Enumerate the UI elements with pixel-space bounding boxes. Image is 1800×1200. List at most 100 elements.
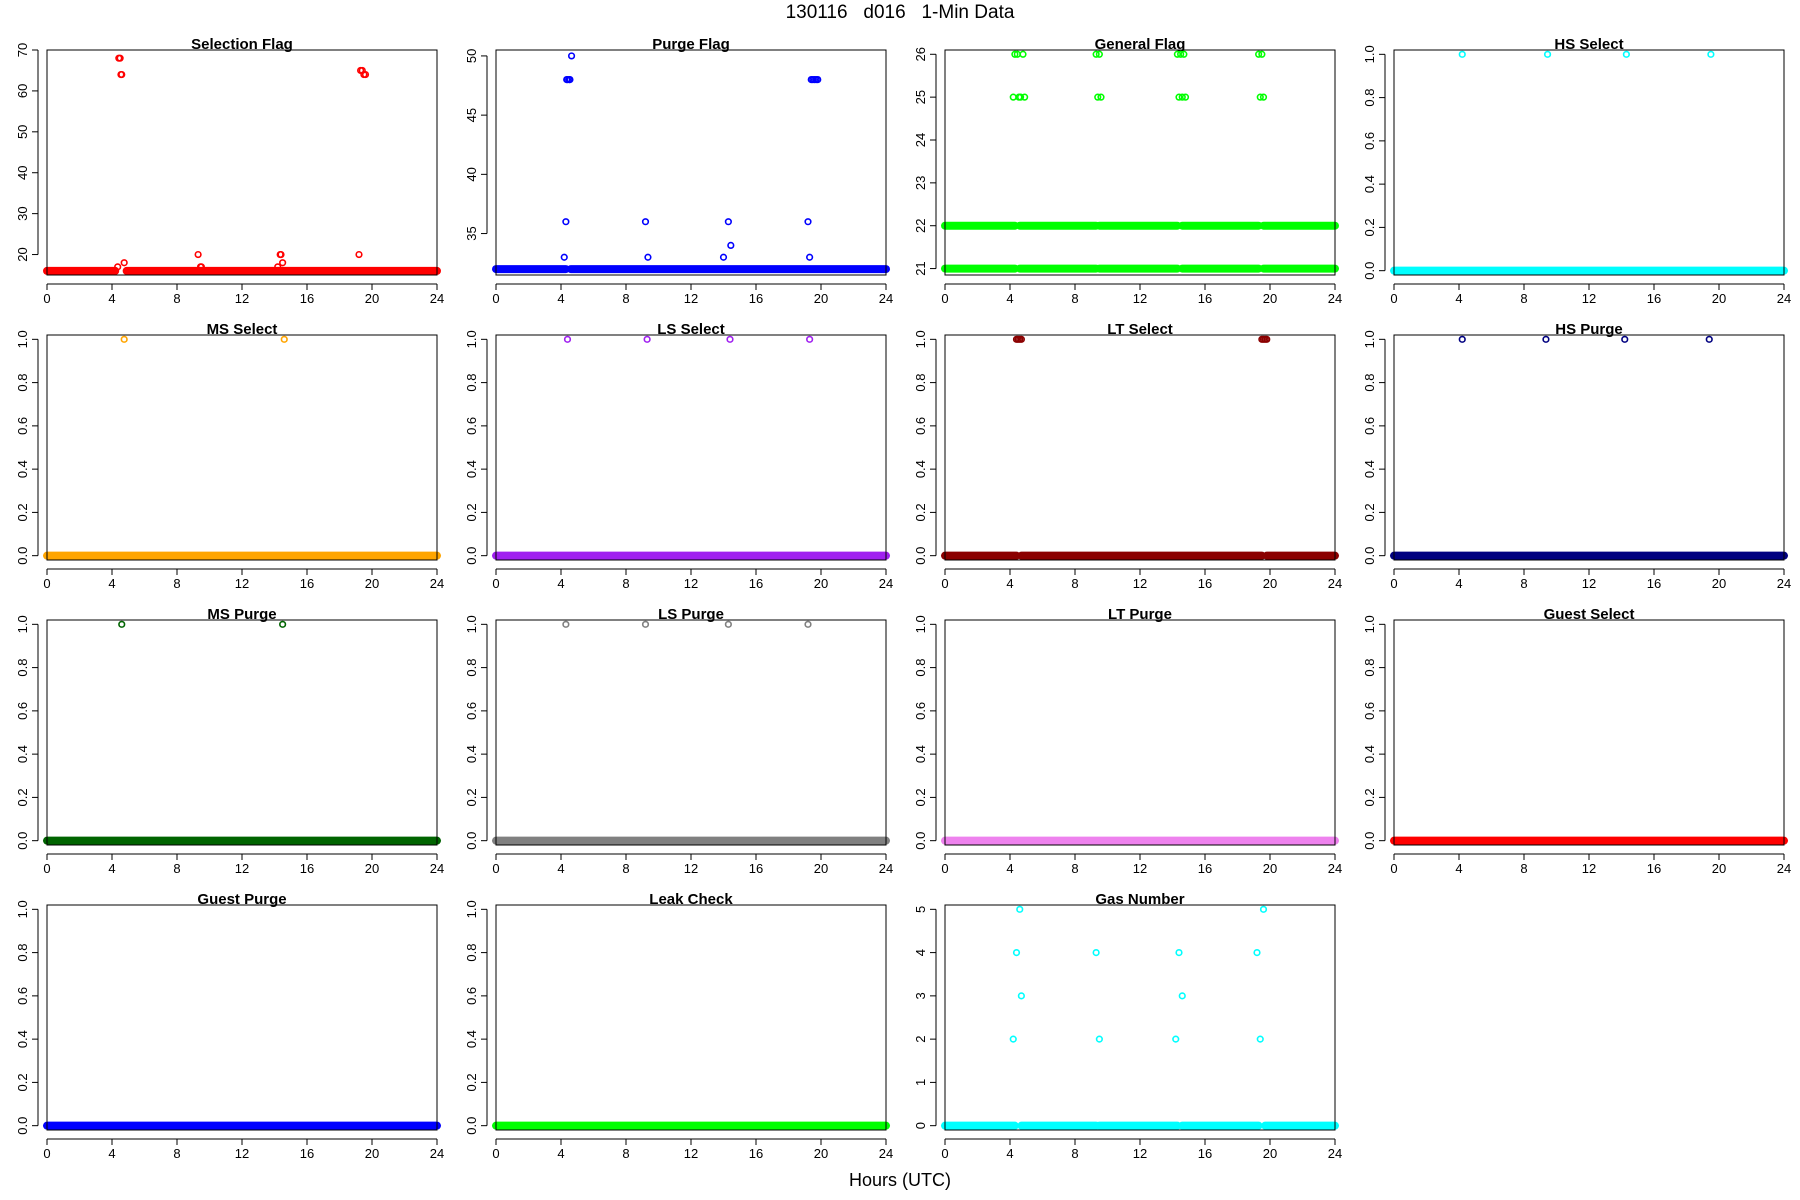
y-tick-label: 1.0 [913, 615, 928, 633]
x-tick-label: 0 [43, 576, 50, 591]
data-point [1172, 1035, 1180, 1043]
y-tick-label: 0.0 [464, 1117, 479, 1135]
x-tick-label: 20 [814, 861, 828, 876]
y-tick-label: 0.4 [464, 460, 479, 478]
data-point [114, 263, 122, 271]
x-tick-label: 0 [492, 576, 499, 591]
y-tick-label: 0.6 [15, 702, 30, 720]
x-tick-label: 0 [941, 291, 948, 306]
x-tick-label: 16 [1647, 576, 1661, 591]
y-tick-label: 0.4 [15, 745, 30, 763]
y-tick-label: 0.6 [913, 417, 928, 435]
data-point [1259, 93, 1268, 101]
data-point [806, 335, 814, 343]
y-tick-label: 70 [15, 43, 30, 57]
x-tick-label: 20 [1712, 861, 1726, 876]
chart-panel: Leak Check 0 4 8 12 16 20 24 0.0 0.2 0.4 0.6 0.8 1.0 [449, 891, 899, 1180]
y-tick-label: 1.0 [15, 615, 30, 633]
y-tick-label: 0.8 [1362, 89, 1377, 107]
data-point [1542, 335, 1550, 343]
x-tick-label: 20 [814, 1146, 828, 1161]
x-tick-label: 0 [492, 861, 499, 876]
x-tick-label: 12 [1582, 291, 1596, 306]
x-tick-label: 16 [1647, 861, 1661, 876]
y-tick-label: 1.0 [913, 330, 928, 348]
y-tick-label: 0.2 [1362, 503, 1377, 521]
data-point [1258, 50, 1266, 58]
y-tick-label: 0.8 [15, 944, 30, 962]
x-tick-label: 24 [1328, 576, 1342, 591]
data-point [1175, 93, 1183, 101]
x-tick-label: 16 [1647, 291, 1661, 306]
y-tick-label: 0.6 [464, 702, 479, 720]
data-point [641, 620, 650, 628]
y-tick-label: 0.2 [15, 1073, 30, 1091]
data-point [804, 620, 812, 628]
x-tick-label: 20 [1712, 576, 1726, 591]
y-tick-label: 0.4 [464, 1030, 479, 1048]
data-point [563, 335, 572, 343]
data-point [1097, 93, 1105, 101]
x-tick-label: 20 [1263, 861, 1277, 876]
y-tick-label: 40 [464, 167, 479, 181]
chart-panel: MS Select 0 4 8 12 16 20 24 0.0 0.2 0.4 0.6 0.8 1.0 [0, 321, 450, 610]
data-point [361, 70, 370, 79]
data-point [726, 335, 734, 343]
x-tick-label: 16 [749, 861, 763, 876]
y-tick-label: 20 [15, 247, 30, 261]
plot-frame [1393, 334, 1785, 561]
y-tick-label: 0.8 [464, 659, 479, 677]
data-point [562, 218, 570, 226]
chart-panel: MS Purge 0 4 8 12 16 20 24 0.0 0.2 0.4 0.6 0.8 1.0 [0, 606, 450, 895]
data-point [1543, 50, 1552, 58]
data-point [1092, 948, 1100, 957]
y-tick-label: 60 [15, 84, 30, 98]
plot-frame [1393, 619, 1785, 846]
y-tick-label: 25 [913, 90, 928, 104]
data-point [1256, 1035, 1264, 1043]
x-tick-label: 8 [1071, 576, 1078, 591]
plot-frame [495, 904, 887, 1131]
data-point [1259, 905, 1268, 913]
y-tick-label: 0.4 [1362, 745, 1377, 763]
plot-frame [944, 619, 1336, 846]
y-tick-label: 0.0 [1362, 262, 1377, 280]
x-tick-label: 4 [557, 576, 564, 591]
y-tick-label: 0.0 [464, 547, 479, 565]
chart-svg: LS Select 0 4 8 12 16 20 24 0.0 0.2 0.4 0.6 0.8 1.0 [464, 321, 893, 591]
x-tick-label: 16 [1198, 291, 1212, 306]
x-tick-label: 0 [941, 861, 948, 876]
y-tick-label: 22 [913, 218, 928, 232]
y-tick-label: 5 [913, 906, 928, 913]
x-tick-label: 0 [492, 291, 499, 306]
chart-title: LS Purge [658, 606, 724, 623]
y-tick-label: 0.6 [15, 987, 30, 1005]
x-tick-label: 0 [1390, 291, 1397, 306]
data-point [1095, 1035, 1103, 1043]
data-point [724, 620, 732, 628]
y-tick-label: 40 [15, 165, 30, 179]
y-tick-label: 1.0 [464, 615, 479, 633]
plot-frame [495, 334, 887, 561]
y-tick-label: 30 [15, 206, 30, 220]
data-point [1256, 93, 1264, 101]
x-tick-label: 12 [235, 1146, 249, 1161]
y-tick-label: 3 [913, 992, 928, 999]
x-tick-label: 4 [1455, 576, 1462, 591]
x-tick-label: 20 [1263, 576, 1277, 591]
y-tick-label: 0.8 [15, 374, 30, 392]
y-tick-label: 0.0 [913, 547, 928, 565]
y-tick-label: 0.6 [15, 417, 30, 435]
chart-panel: Gas Number 0 4 8 12 16 20 24 0 1 2 3 4 5 [898, 891, 1348, 1180]
y-tick-label: 0.6 [913, 702, 928, 720]
data-point [560, 253, 568, 261]
x-tick-label: 16 [749, 1146, 763, 1161]
y-tick-label: 4 [913, 949, 928, 956]
data-point [1175, 948, 1183, 957]
x-tick-label: 20 [1712, 291, 1726, 306]
y-tick-label: 0.0 [15, 832, 30, 850]
y-tick-label: 0.4 [464, 745, 479, 763]
x-tick-label: 12 [235, 291, 249, 306]
y-tick-label: 0.4 [15, 460, 30, 478]
y-tick-label: 0.2 [913, 788, 928, 806]
